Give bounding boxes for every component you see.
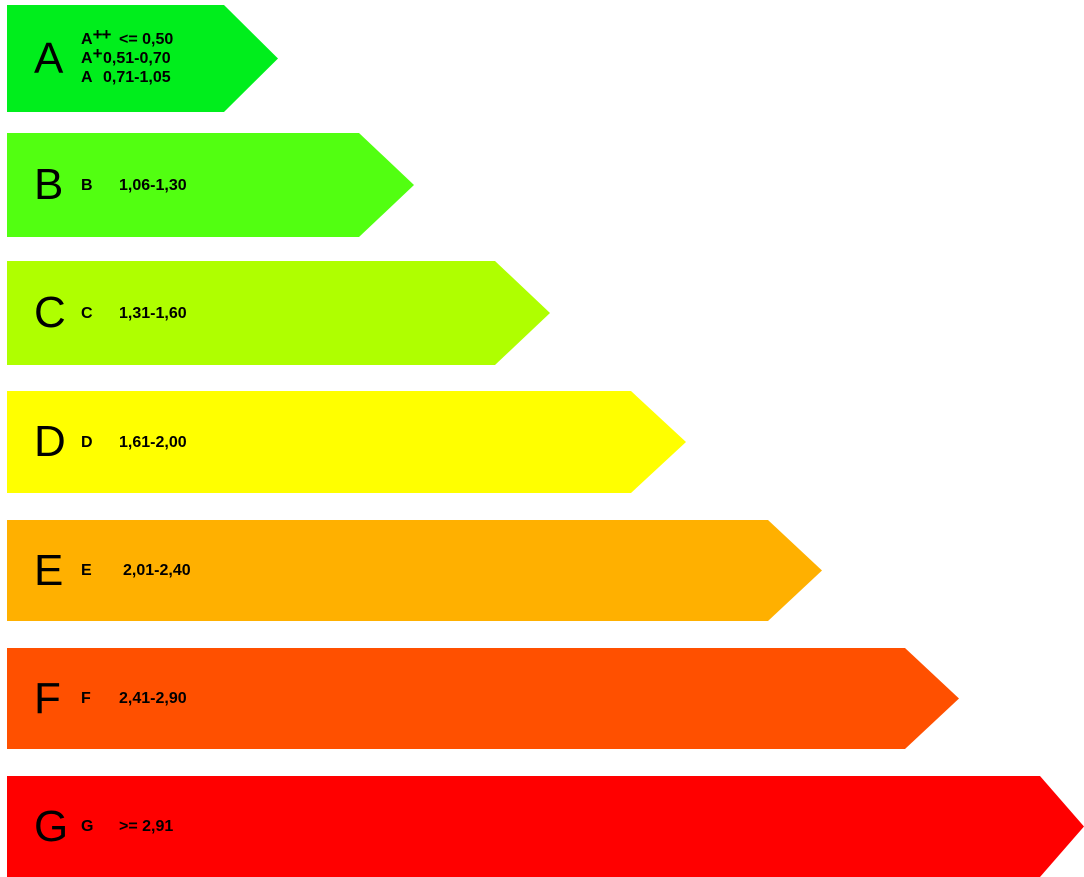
energy-class-arrow	[7, 520, 822, 621]
energy-class-arrow-shape	[7, 648, 959, 749]
energy-class-arrow-shape	[7, 391, 686, 493]
energy-class-range-row: D 1,61-2,00	[81, 433, 187, 451]
energy-class-code: A	[81, 69, 93, 86]
energy-class-arrow-shape	[7, 520, 822, 621]
energy-class-range-row: F 2,41-2,90	[81, 690, 187, 707]
energy-class-letter: C	[34, 288, 66, 337]
energy-class-superscript: ++	[92, 25, 112, 44]
energy-class-range: 2,01-2,40	[123, 562, 191, 579]
energy-class-letter: G	[34, 801, 69, 851]
energy-class-range: 1,31-1,60	[119, 304, 187, 322]
energy-class-arrow	[7, 5, 278, 112]
energy-class-code: C	[81, 304, 93, 322]
energy-class-arrow	[7, 261, 550, 365]
energy-class-code: B	[81, 176, 93, 194]
energy-class-code: E	[81, 562, 92, 579]
energy-class-letter: B	[34, 160, 64, 209]
energy-class-arrow-shape	[7, 133, 414, 237]
energy-class-range-row: A+ 0,51-0,70	[81, 45, 171, 67]
energy-class-arrow-shape	[7, 261, 550, 365]
energy-class-range: 2,41-2,90	[119, 690, 187, 707]
energy-class-code: G	[81, 818, 94, 835]
energy-class-bar-b: B B 1,06-1,30	[0, 133, 414, 237]
energy-class-bar-c: C C 1,31-1,60	[0, 261, 550, 365]
energy-class-arrow-shape	[7, 5, 278, 112]
energy-class-code: A	[81, 50, 93, 67]
energy-class-letter: A	[34, 33, 64, 83]
energy-class-range: 1,06-1,30	[119, 176, 187, 194]
energy-class-code: F	[81, 690, 91, 707]
energy-class-range: >= 2,91	[119, 818, 174, 835]
energy-class-letter: D	[34, 417, 66, 466]
energy-class-range-row: C 1,31-1,60	[81, 304, 187, 322]
energy-class-bar-e: E E 2,01-2,40	[0, 520, 822, 621]
energy-class-range: 0,71-1,05	[103, 69, 171, 86]
energy-class-letter: F	[34, 673, 61, 723]
energy-class-range-row: E 2,01-2,40	[81, 562, 191, 579]
energy-class-arrow	[7, 391, 686, 493]
energy-class-bar-a: A A++ <= 0,50 A+ 0,51-0,70 A 0,71-1,05	[0, 5, 278, 112]
energy-class-range-row: A 0,71-1,05	[81, 69, 171, 86]
energy-class-arrow	[7, 648, 959, 749]
energy-class-bar-f: F F 2,41-2,90	[0, 648, 959, 749]
energy-class-range-row: B 1,06-1,30	[81, 176, 187, 194]
energy-class-range: 0,51-0,70	[103, 50, 171, 67]
energy-class-arrow	[7, 133, 414, 237]
energy-class-code: D	[81, 433, 93, 451]
energy-class-superscript: +	[92, 44, 103, 63]
energy-class-range: 1,61-2,00	[119, 433, 187, 451]
energy-class-arrow-shape	[7, 776, 1084, 877]
energy-class-range-row: A++ <= 0,50	[81, 26, 173, 48]
energy-class-bar-g: G G >= 2,91	[0, 776, 1084, 877]
energy-class-bar-d: D D 1,61-2,00	[0, 391, 686, 493]
energy-class-arrow	[7, 776, 1084, 877]
energy-class-range: <= 0,50	[119, 31, 174, 48]
energy-class-code: A	[81, 31, 93, 48]
energy-class-range-row: G >= 2,91	[81, 818, 173, 835]
energy-class-letter: E	[34, 545, 64, 595]
